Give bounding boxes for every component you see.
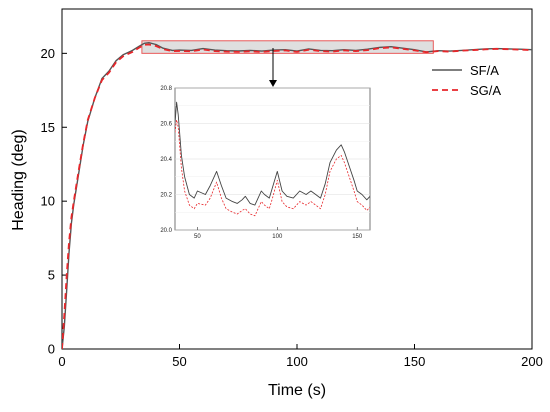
inset-grid	[175, 87, 370, 231]
main-axis-ticks: 0 50 100 150 200 0 5 10 15 20	[41, 46, 543, 369]
x-tick-label: 0	[58, 354, 65, 369]
y-tick-label: 10	[41, 194, 55, 209]
y-tick-label: 15	[41, 120, 55, 135]
x-tick-label: 50	[172, 354, 186, 369]
inset-x-tick-label: 150	[352, 234, 363, 240]
y-axis-title: Heading (deg)	[10, 129, 27, 230]
main-series-group	[62, 42, 532, 349]
x-tick-label: 150	[404, 354, 426, 369]
inset-axis-ticks: 50 100 150 20.0 20.2 20.4 20.6 20.8	[160, 86, 363, 240]
x-tick-label: 200	[521, 354, 543, 369]
y-tick-label: 20	[41, 46, 55, 61]
inset-y-tick-label: 20.2	[160, 193, 172, 199]
inset-y-tick-label: 20.6	[160, 122, 172, 128]
inset-x-tick-label: 50	[194, 234, 201, 240]
legend-label-sga: SG/A	[470, 83, 501, 98]
inset-series-line-sga	[175, 119, 370, 217]
zoom-arrow	[269, 48, 277, 87]
inset-y-tick-label: 20.8	[160, 86, 172, 92]
x-axis-title: Time (s)	[268, 382, 326, 399]
chart-legend: SF/A SG/A	[432, 63, 501, 98]
x-tick-label: 100	[286, 354, 308, 369]
series-line-sga	[62, 43, 532, 349]
inset-y-tick-label: 20.4	[160, 157, 172, 163]
y-tick-label: 0	[48, 342, 55, 357]
inset-series-line-sfa	[175, 101, 370, 206]
inset-x-tick-label: 100	[272, 234, 283, 240]
legend-label-sfa: SF/A	[470, 63, 499, 78]
inset-series-group	[175, 101, 370, 217]
inset-y-tick-label: 20.0	[160, 228, 172, 234]
y-tick-label: 5	[48, 268, 55, 283]
